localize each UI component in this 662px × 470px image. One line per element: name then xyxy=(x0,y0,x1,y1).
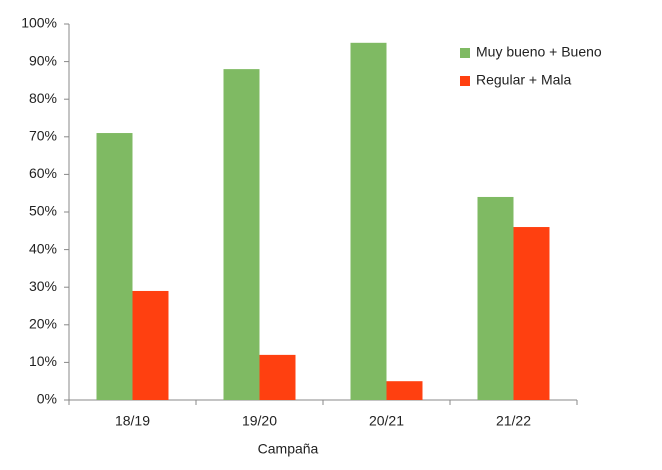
legend-swatch xyxy=(460,76,470,86)
y-tick-label: 50% xyxy=(29,203,57,219)
bar xyxy=(223,69,260,401)
x-tick-label: 21/22 xyxy=(496,413,531,429)
legend-swatch xyxy=(460,48,470,58)
legend-label: Muy bueno + Bueno xyxy=(476,44,602,60)
x-tick-label: 19/20 xyxy=(242,413,277,429)
bar xyxy=(350,42,387,401)
bar xyxy=(132,290,169,400)
bar xyxy=(259,354,296,400)
bar xyxy=(513,227,550,400)
bar xyxy=(477,196,514,400)
x-tick-label: 20/21 xyxy=(369,413,404,429)
y-tick-label: 90% xyxy=(29,52,57,68)
x-axis-label: Campaña xyxy=(258,441,319,457)
bar xyxy=(96,133,133,401)
y-tick-label: 10% xyxy=(29,353,57,369)
y-tick-label: 60% xyxy=(29,165,57,181)
bar xyxy=(386,381,423,400)
x-tick-label: 18/19 xyxy=(115,413,150,429)
y-tick-label: 80% xyxy=(29,90,57,106)
legend-label: Regular + Mala xyxy=(476,72,572,88)
y-tick-label: 20% xyxy=(29,316,57,332)
y-tick-label: 100% xyxy=(21,15,57,31)
y-tick-label: 0% xyxy=(37,391,57,407)
y-tick-label: 40% xyxy=(29,240,57,256)
y-tick-label: 30% xyxy=(29,278,57,294)
y-tick-label: 70% xyxy=(29,128,57,144)
